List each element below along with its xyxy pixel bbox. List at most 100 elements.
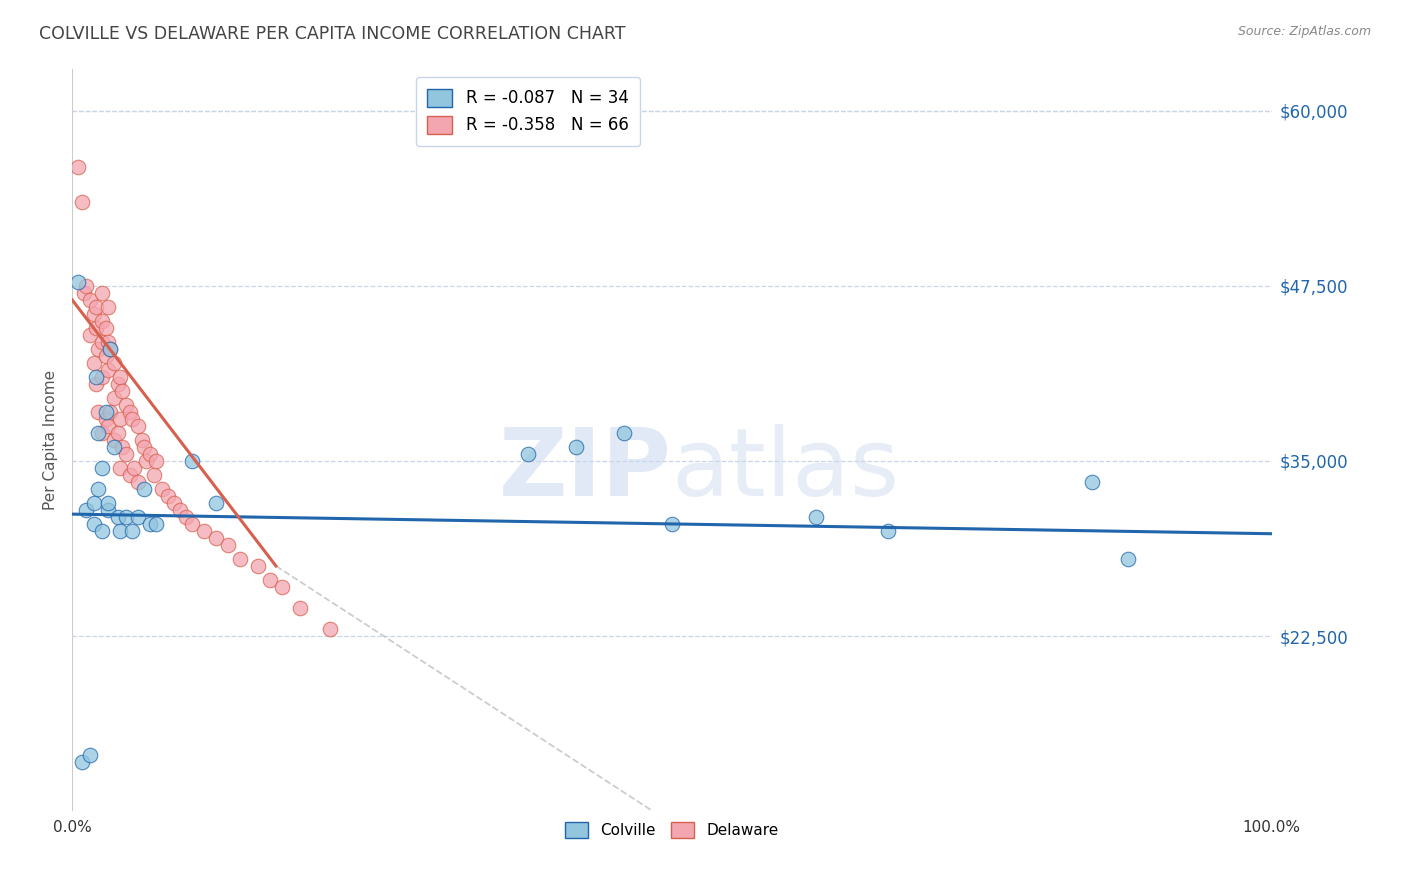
Text: COLVILLE VS DELAWARE PER CAPITA INCOME CORRELATION CHART: COLVILLE VS DELAWARE PER CAPITA INCOME C…: [39, 25, 626, 43]
Point: [1116, 552, 1139, 566]
Point: [94, 320, 117, 334]
Point: [108, 524, 131, 538]
Point: [87, 342, 110, 356]
Point: [115, 510, 138, 524]
Point: [108, 461, 131, 475]
Point: [91, 314, 114, 328]
Point: [124, 461, 146, 475]
Point: [103, 391, 125, 405]
Point: [205, 531, 228, 545]
Point: [876, 524, 898, 538]
Point: [139, 516, 162, 531]
Point: [121, 412, 143, 426]
Point: [91, 369, 114, 384]
Point: [103, 433, 125, 447]
Point: [516, 447, 538, 461]
Point: [84, 300, 107, 314]
Point: [79, 327, 101, 342]
Point: [91, 285, 114, 300]
Point: [193, 524, 215, 538]
Point: [107, 425, 129, 440]
Point: [163, 496, 186, 510]
Point: [91, 334, 114, 349]
Text: atlas: atlas: [672, 424, 900, 516]
Point: [83, 496, 105, 510]
Point: [100, 342, 122, 356]
Point: [804, 510, 827, 524]
Point: [79, 748, 101, 763]
Point: [91, 461, 114, 475]
Point: [84, 369, 107, 384]
Point: [73, 285, 96, 300]
Point: [66, 275, 89, 289]
Point: [139, 447, 162, 461]
Point: [70, 755, 93, 769]
Point: [94, 405, 117, 419]
Point: [111, 384, 134, 398]
Point: [156, 489, 179, 503]
Point: [79, 293, 101, 307]
Point: [108, 412, 131, 426]
Y-axis label: Per Capita Income: Per Capita Income: [44, 370, 58, 510]
Point: [97, 503, 120, 517]
Point: [145, 454, 167, 468]
Point: [115, 447, 138, 461]
Point: [87, 482, 110, 496]
Point: [132, 440, 155, 454]
Point: [288, 601, 311, 615]
Point: [127, 510, 149, 524]
Point: [97, 496, 120, 510]
Point: [174, 510, 197, 524]
Point: [97, 418, 120, 433]
Point: [127, 475, 149, 489]
Point: [229, 552, 252, 566]
Point: [103, 356, 125, 370]
Point: [75, 503, 97, 517]
Point: [115, 398, 138, 412]
Point: [108, 369, 131, 384]
Point: [84, 320, 107, 334]
Point: [97, 334, 120, 349]
Point: [91, 524, 114, 538]
Point: [271, 580, 294, 594]
Point: [103, 440, 125, 454]
Text: ZIP: ZIP: [499, 424, 672, 516]
Point: [111, 440, 134, 454]
Point: [118, 467, 141, 482]
Point: [97, 363, 120, 377]
Point: [169, 503, 191, 517]
Point: [66, 160, 89, 174]
Point: [150, 482, 173, 496]
Point: [97, 300, 120, 314]
Point: [94, 412, 117, 426]
Point: [259, 573, 281, 587]
Point: [181, 516, 204, 531]
Point: [107, 376, 129, 391]
Point: [217, 538, 239, 552]
Point: [94, 349, 117, 363]
Point: [135, 454, 157, 468]
Point: [83, 307, 105, 321]
Point: [565, 440, 588, 454]
Point: [84, 376, 107, 391]
Point: [70, 194, 93, 209]
Point: [132, 482, 155, 496]
Point: [100, 405, 122, 419]
Point: [118, 405, 141, 419]
Point: [661, 516, 683, 531]
Point: [127, 418, 149, 433]
Point: [121, 524, 143, 538]
Point: [246, 558, 269, 573]
Point: [75, 278, 97, 293]
Point: [1081, 475, 1104, 489]
Point: [100, 342, 122, 356]
Point: [613, 425, 636, 440]
Point: [142, 467, 165, 482]
Point: [91, 425, 114, 440]
Point: [87, 405, 110, 419]
Point: [319, 622, 342, 636]
Point: [145, 516, 167, 531]
Point: [87, 425, 110, 440]
Point: [83, 516, 105, 531]
Point: [107, 510, 129, 524]
